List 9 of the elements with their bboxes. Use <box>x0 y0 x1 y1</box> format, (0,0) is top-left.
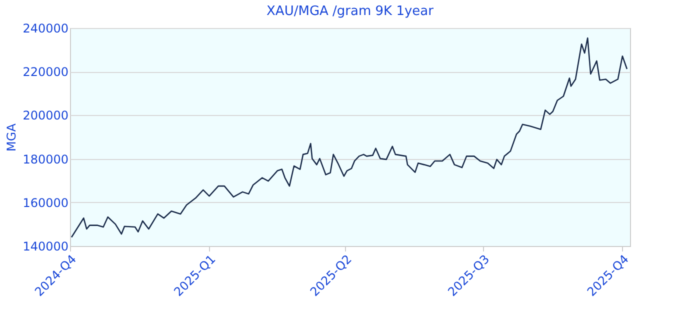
y-tick-label: 200000 <box>22 108 68 123</box>
y-tick-label: 160000 <box>22 196 68 210</box>
y-tick-label: 180000 <box>22 152 68 166</box>
y-tick-label: 140000 <box>22 240 68 254</box>
y-tick-label: 240000 <box>22 22 68 36</box>
y-tick-label: 220000 <box>22 65 68 80</box>
y-axis-title: MGA <box>4 122 19 152</box>
chart-title: XAU/MGA /gram 9K 1year <box>266 4 434 19</box>
line-series <box>70 37 628 238</box>
